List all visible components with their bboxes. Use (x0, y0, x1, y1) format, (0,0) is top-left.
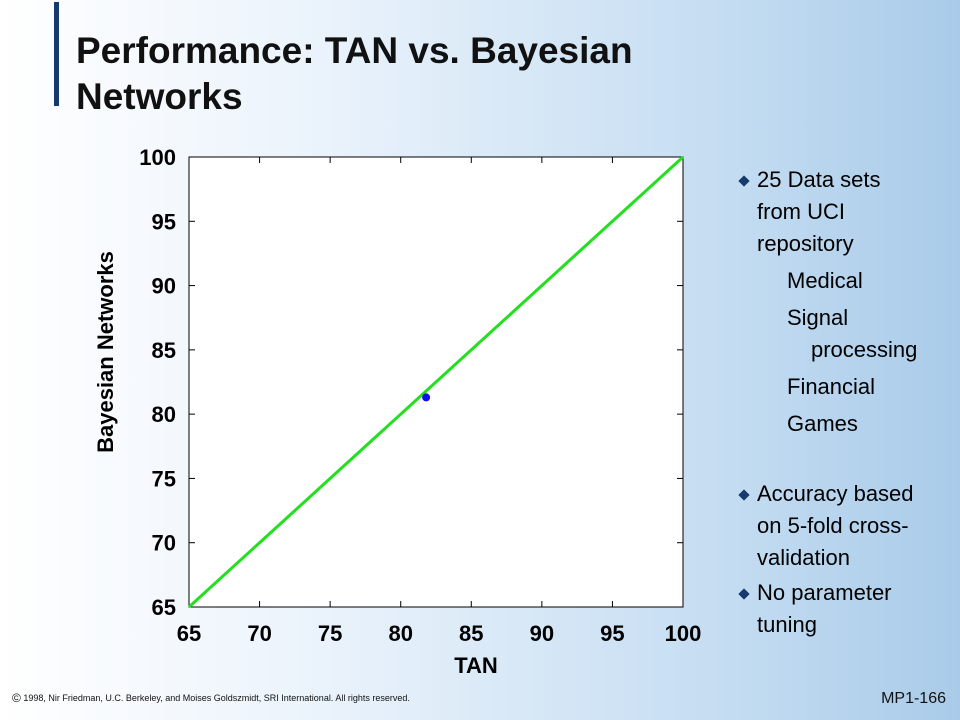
y-tick-label: 95 (152, 209, 176, 234)
diagonal-reference-line (187, 155, 685, 609)
x-tick-label: 85 (459, 621, 483, 646)
y-tick-label: 90 (152, 274, 176, 299)
bullet-text-line: from UCI (757, 199, 845, 224)
title-accent-bar (54, 2, 59, 106)
bullet-text-line: repository (757, 231, 854, 256)
slide-title-line2: Networks (76, 76, 243, 117)
y-tick-labels: 65 70 75 80 85 90 95 100 (139, 145, 176, 620)
sub-item-medical: Medical (787, 268, 863, 293)
x-tick-label: 70 (247, 621, 271, 646)
slide-title: Performance: TAN vs. Bayesian Networks (76, 28, 776, 120)
sub-item-text-line: Signal (787, 305, 849, 330)
x-tick-label: 65 (177, 621, 201, 646)
y-tick-label: 65 (152, 595, 176, 620)
bullet-text-line: validation (757, 545, 850, 570)
diamond-bullet-icon (738, 489, 750, 501)
bullet-text-line: No parameter (757, 580, 892, 605)
bullet-text-line: tuning (757, 612, 817, 637)
copyright-text: 1998, Nir Friedman, U.C. Berkeley, and M… (23, 693, 410, 703)
slide-title-line1: Performance: TAN vs. Bayesian (76, 30, 633, 71)
x-tick-label: 75 (318, 621, 342, 646)
diamond-bullet-icon (738, 588, 750, 600)
x-tick-label: 95 (600, 621, 624, 646)
bullet-text-line: on 5-fold cross- (757, 513, 909, 538)
x-tick-label: 90 (530, 621, 554, 646)
y-tick-label: 100 (139, 145, 176, 170)
data-point (422, 393, 431, 402)
y-tick-label: 75 (152, 466, 176, 491)
bullet-list: 25 Data sets from UCI repository Medical… (738, 164, 960, 641)
sub-item-text-line: processing (811, 337, 918, 362)
bullet-text-line: 25 Data sets (757, 167, 881, 192)
y-tick-label: 80 (152, 402, 176, 427)
data-points (422, 393, 431, 402)
diamond-bullet-icon (738, 175, 750, 187)
bullet-text-line: Accuracy based (757, 481, 914, 506)
x-tick-label: 100 (665, 621, 702, 646)
y-tick-label: 85 (152, 338, 176, 363)
x-tick-labels: 65 70 75 80 85 90 95 100 (177, 621, 702, 646)
x-tick-label: 80 (388, 621, 412, 646)
bullet-accuracy: Accuracy based on 5-fold cross- validati… (738, 478, 960, 574)
page-number: MP1-166 (881, 690, 946, 707)
sub-item-signal-processing: Signal processing (738, 302, 960, 366)
sub-item-games: Games (787, 411, 858, 436)
copyright-footer: © 1998, Nir Friedman, U.C. Berkeley, and… (12, 690, 410, 705)
copyright-symbol: © (12, 691, 21, 705)
y-axis-label: Bayesian Networks (93, 251, 118, 453)
y-tick-label: 70 (152, 531, 176, 556)
axis-ticks (188, 156, 684, 608)
bullet-no-tuning: No parameter tuning (738, 577, 960, 641)
x-axis-label: TAN (454, 653, 498, 678)
bullet-data-sets: 25 Data sets from UCI repository (738, 164, 960, 260)
sub-item-financial: Financial (787, 374, 876, 399)
